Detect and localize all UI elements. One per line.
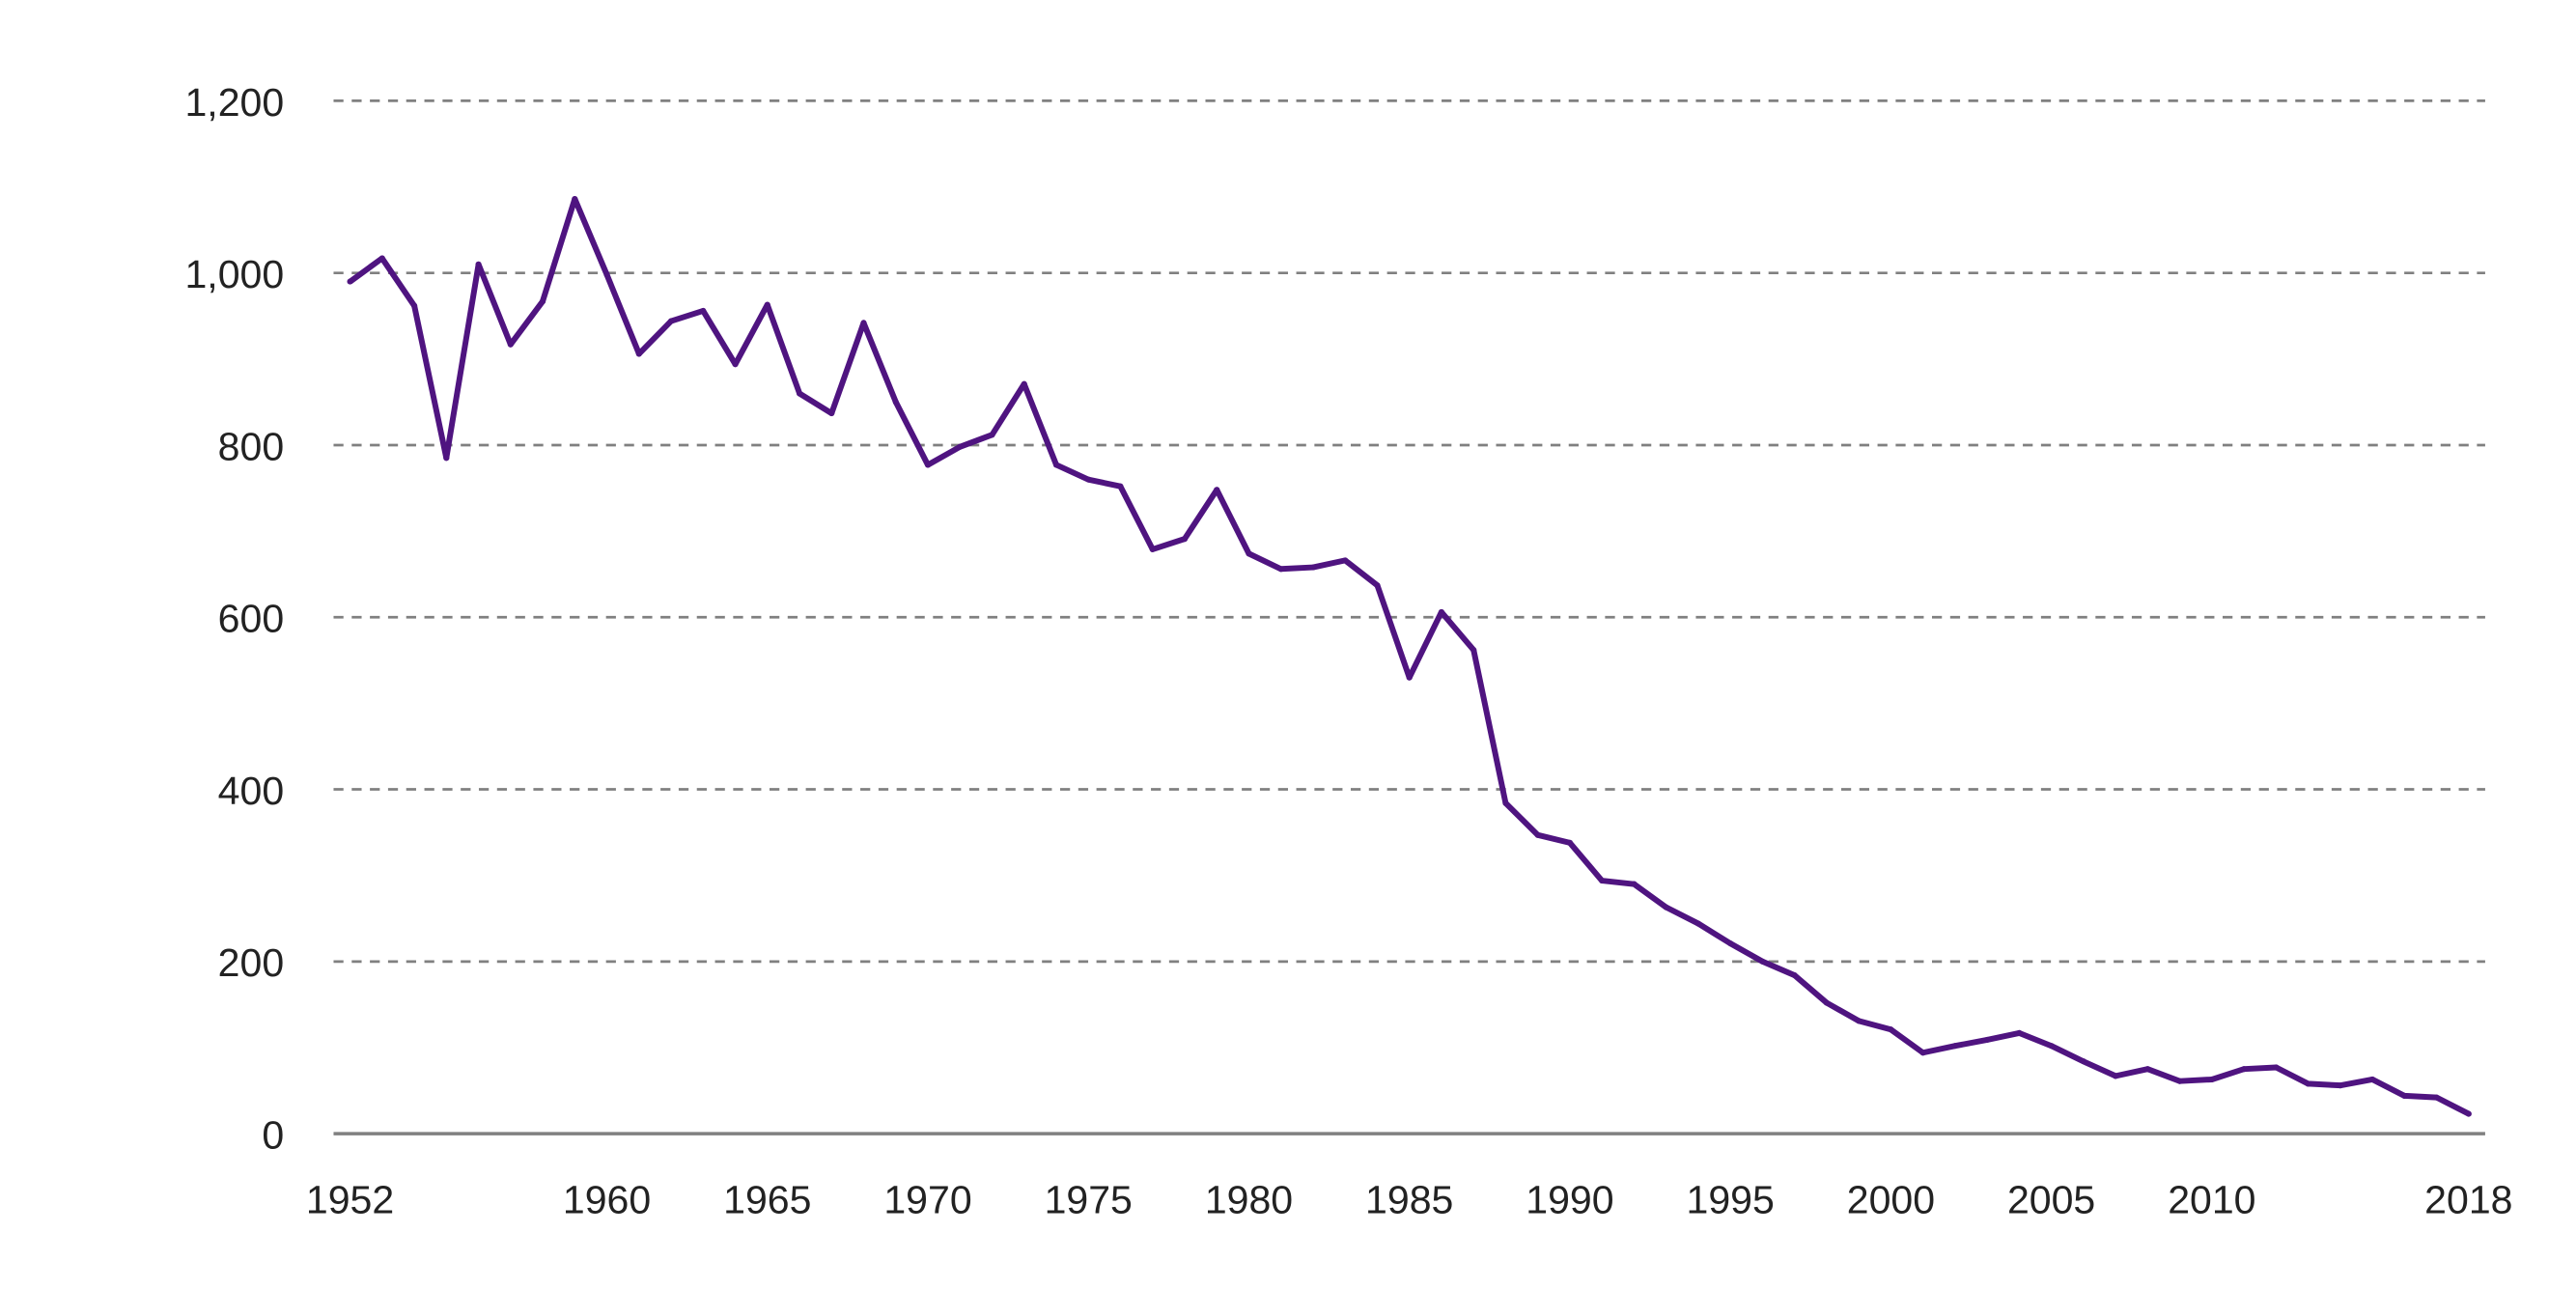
data-point <box>2305 1080 2311 1087</box>
data-point <box>1888 1026 1894 1033</box>
data-point <box>2016 1029 2023 1036</box>
data-point <box>1438 608 1445 615</box>
data-point <box>1021 380 1027 387</box>
data-point <box>347 278 353 285</box>
data-point <box>1951 1043 1958 1050</box>
data-point <box>475 261 482 267</box>
x-tick-label: 2000 <box>1847 1177 1935 1221</box>
data-point <box>1727 940 1734 947</box>
data-point <box>1149 546 1156 552</box>
data-point <box>2273 1064 2280 1071</box>
data-point <box>924 462 932 468</box>
x-tick-label: 1960 <box>563 1177 651 1221</box>
data-point <box>1566 839 1574 846</box>
data-point <box>2208 1076 2215 1083</box>
data-point <box>539 298 546 305</box>
data-point <box>2241 1066 2248 1073</box>
data-point <box>2401 1092 2408 1099</box>
data-point <box>410 302 418 309</box>
y-tick-label: 600 <box>218 597 284 641</box>
data-point <box>1117 483 1124 490</box>
y-tick-label: 1,200 <box>184 80 284 125</box>
data-point <box>1181 536 1189 543</box>
data-point <box>957 443 964 450</box>
data-point <box>1534 831 1541 838</box>
data-point <box>860 320 867 326</box>
y-axis-ticks: 0 200 400 600 800 1,000 1,200 <box>184 80 284 1158</box>
data-point <box>2144 1066 2151 1073</box>
y-tick-label: 200 <box>218 940 284 985</box>
data-point <box>796 390 803 397</box>
y-tick-label: 1,000 <box>184 252 284 296</box>
data-point <box>1246 550 1252 557</box>
series-group <box>347 195 2472 1117</box>
data-point <box>1791 972 1798 979</box>
data-point <box>2369 1076 2376 1083</box>
data-point <box>1502 799 1509 806</box>
data-point <box>1694 920 1701 927</box>
data-point <box>2080 1058 2086 1065</box>
data-point <box>1052 462 1060 468</box>
data-point <box>1309 564 1317 571</box>
data-point <box>603 271 610 278</box>
data-point <box>1277 566 1284 573</box>
x-tick-label: 2010 <box>2168 1177 2255 1221</box>
data-point <box>507 341 514 348</box>
data-point <box>1214 487 1220 493</box>
x-tick-label: 1952 <box>306 1177 394 1221</box>
x-tick-label: 1995 <box>1687 1177 1775 1221</box>
data-point <box>378 255 385 262</box>
data-point <box>2433 1094 2440 1101</box>
x-tick-label: 2018 <box>2424 1177 2512 1221</box>
x-tick-label: 2005 <box>2007 1177 2095 1221</box>
data-point <box>1631 881 1638 887</box>
data-point <box>2465 1110 2472 1117</box>
data-point <box>1823 999 1830 1006</box>
data-point <box>764 301 770 308</box>
x-tick-label: 1990 <box>1526 1177 1613 1221</box>
data-point <box>1470 647 1477 654</box>
data-point <box>443 455 450 462</box>
data-point <box>667 318 675 324</box>
data-point <box>1984 1036 1991 1044</box>
data-point <box>1342 557 1349 564</box>
x-tick-label: 1975 <box>1045 1177 1133 1221</box>
data-point <box>1759 958 1766 965</box>
data-point <box>1919 1050 1926 1056</box>
data-point <box>1374 582 1381 589</box>
x-tick-label: 1970 <box>883 1177 971 1221</box>
data-point <box>700 307 707 314</box>
gridlines <box>333 99 2485 964</box>
data-point <box>572 195 578 203</box>
data-point <box>1856 1018 1862 1024</box>
x-tick-label: 1985 <box>1365 1177 1453 1221</box>
data-point <box>2048 1043 2055 1050</box>
data-point <box>2176 1078 2183 1084</box>
data-point <box>635 350 642 357</box>
data-point <box>1599 877 1606 884</box>
data-point <box>2337 1082 2343 1089</box>
x-axis-ticks: 1952 1960 1965 1970 1975 1980 1985 1990 1995 2000… <box>306 1177 2513 1221</box>
data-point <box>1406 674 1413 681</box>
x-tick-label: 1980 <box>1205 1177 1293 1221</box>
data-point <box>732 361 739 368</box>
y-tick-label: 0 <box>262 1113 284 1158</box>
data-point <box>1085 476 1092 483</box>
data-point <box>828 409 835 417</box>
series-line <box>348 196 2471 1117</box>
data-point <box>892 399 899 406</box>
y-tick-label: 800 <box>218 424 284 468</box>
x-tick-label: 1965 <box>723 1177 811 1221</box>
data-point <box>1663 904 1669 911</box>
y-tick-label: 400 <box>218 769 284 813</box>
data-point <box>2113 1073 2119 1079</box>
data-point <box>989 432 995 438</box>
